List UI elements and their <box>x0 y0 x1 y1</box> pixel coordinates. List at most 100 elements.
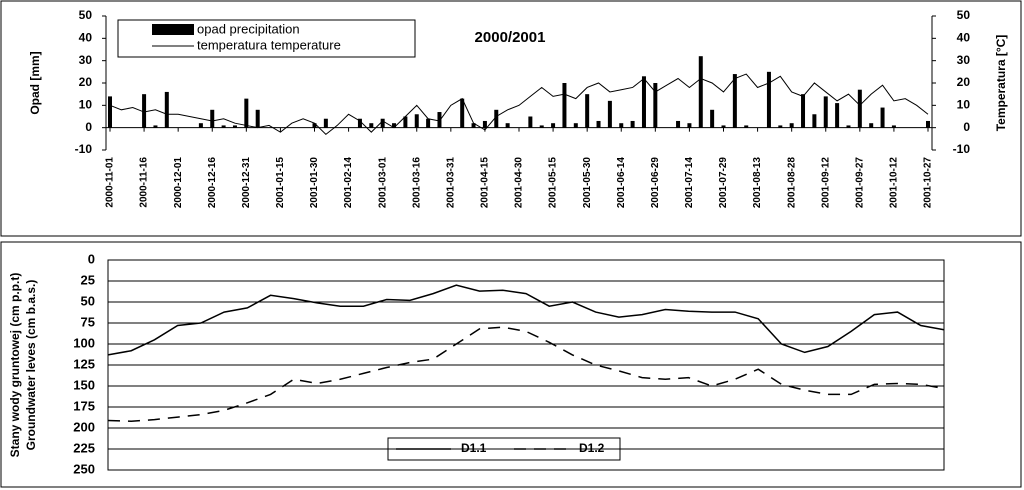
bar <box>153 125 158 128</box>
x-tick-label: 2001-03-16 <box>411 157 422 209</box>
y-tick-label: 75 <box>81 314 95 329</box>
bar <box>312 123 317 128</box>
bottom-panel <box>0 241 1022 488</box>
legend-swatch <box>152 24 194 35</box>
y-tick-label: 175 <box>73 398 95 413</box>
y2-tick-label: -10 <box>953 142 971 156</box>
bar <box>607 100 612 128</box>
y-tick-label: 200 <box>73 419 95 434</box>
y-tick-label: 225 <box>73 440 95 455</box>
x-tick-label: 2001-04-15 <box>480 157 491 209</box>
bar <box>926 120 930 128</box>
y-tick-label: 0 <box>85 120 92 134</box>
legend-label: D1.2 <box>579 441 605 455</box>
bar <box>198 123 203 128</box>
bar <box>835 103 840 128</box>
y2-tick-label: 50 <box>957 8 971 22</box>
legend-label: temperatura temperature <box>197 37 341 52</box>
line <box>107 326 945 423</box>
x-tick-label: 2000-12-16 <box>207 157 218 209</box>
x-tick-label: 2001-08-28 <box>786 157 797 209</box>
y-tick-label: 125 <box>73 356 95 371</box>
x-tick-label: 2001-09-27 <box>854 157 865 209</box>
y2-tick-label: 10 <box>957 98 971 112</box>
bar <box>596 120 601 128</box>
bar <box>539 125 544 128</box>
x-tick-label: 2001-10-27 <box>923 157 934 209</box>
bar <box>460 98 465 128</box>
y-tick-label: 10 <box>79 98 93 112</box>
y-tick-label: 50 <box>81 293 95 308</box>
bar <box>414 114 419 128</box>
x-tick-label: 2001-05-15 <box>548 157 559 209</box>
bar <box>403 116 408 128</box>
y2-axis-label: Temperatura [°C] <box>994 35 1008 132</box>
bar <box>891 125 896 128</box>
legend-label: opad precipitation <box>197 21 300 36</box>
x-tick-label: 2001-01-15 <box>275 157 286 209</box>
top-panel <box>0 0 1022 237</box>
y-tick-label: 150 <box>73 377 95 392</box>
bar <box>232 125 237 128</box>
x-tick-label: 2001-07-29 <box>718 157 729 209</box>
bar <box>426 118 431 128</box>
x-tick-label: 2001-10-12 <box>889 157 900 209</box>
x-tick-label: 2001-01-30 <box>309 157 320 209</box>
bar <box>164 91 169 128</box>
line <box>109 73 929 136</box>
y-tick-label: -10 <box>75 142 93 156</box>
bar <box>687 123 692 128</box>
bar <box>744 125 749 128</box>
bar <box>528 116 533 128</box>
bar <box>471 123 476 128</box>
y-tick-label: 20 <box>79 75 93 89</box>
bar <box>357 118 362 128</box>
bar <box>210 109 215 128</box>
legend-label: D1.1 <box>461 441 487 455</box>
bar <box>698 56 703 128</box>
y-tick-label: 100 <box>73 335 95 350</box>
bar <box>142 94 147 128</box>
x-tick-label: 2001-06-29 <box>650 157 661 209</box>
bar <box>562 83 567 128</box>
bar <box>221 125 226 128</box>
bar <box>255 109 260 128</box>
bar <box>823 96 828 128</box>
bar <box>437 112 442 128</box>
y-axis-label: Opad [mm] <box>28 51 42 114</box>
bar <box>676 120 681 128</box>
bar <box>573 123 578 128</box>
bar <box>801 94 806 128</box>
x-tick-label: 2000-11-01 <box>105 157 116 208</box>
bar <box>244 98 249 128</box>
bar <box>732 74 737 128</box>
y2-tick-label: 30 <box>957 53 971 67</box>
chart-title: 2000/2001 <box>475 29 546 46</box>
line <box>107 284 945 356</box>
x-tick-label: 2000-12-01 <box>173 157 184 209</box>
bar <box>846 125 851 128</box>
x-tick-label: 2000-11-16 <box>139 157 150 208</box>
bar <box>778 125 783 128</box>
x-tick-label: 2001-05-30 <box>582 157 593 209</box>
x-tick-label: 2001-06-14 <box>616 157 627 209</box>
y-tick-label: 40 <box>79 31 93 45</box>
x-tick-label: 2001-02-14 <box>343 157 354 209</box>
y-tick-label: 0 <box>88 251 95 266</box>
x-tick-label: 2000-12-31 <box>241 157 252 209</box>
bar <box>641 76 646 128</box>
bar <box>869 123 874 128</box>
y-tick-label: 250 <box>73 461 95 476</box>
x-tick-label: 2001-03-31 <box>445 157 456 209</box>
bar <box>766 71 771 128</box>
y2-tick-label: 0 <box>963 120 970 134</box>
bar <box>585 94 590 128</box>
bar <box>392 123 397 128</box>
bar <box>380 118 385 128</box>
bar <box>630 120 635 128</box>
bar <box>482 120 487 128</box>
bar <box>551 123 556 128</box>
y-tick-label: 50 <box>79 8 93 22</box>
x-tick-label: 2001-08-13 <box>752 157 763 209</box>
bar <box>108 96 112 128</box>
